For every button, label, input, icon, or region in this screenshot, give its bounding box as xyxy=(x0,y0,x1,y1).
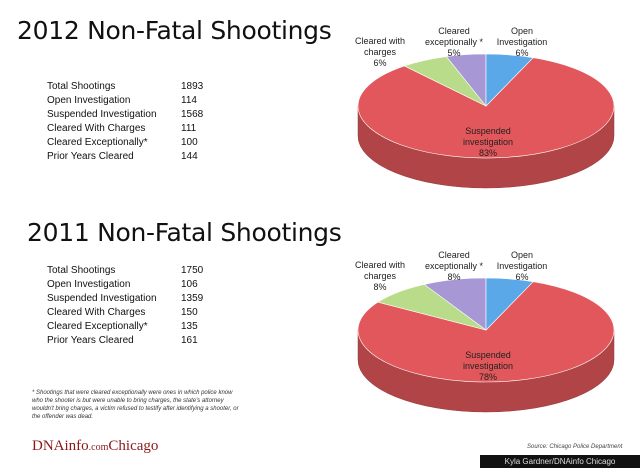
dnainfo-logo[interactable]: DNAinfo.comChicago xyxy=(32,438,158,455)
pie-slice-label: Cleared with xyxy=(355,260,405,270)
stats-row: Suspended Investigation 1359 xyxy=(47,292,203,306)
stats-label: Total Shootings xyxy=(47,81,116,92)
stats-label: Cleared With Charges xyxy=(47,123,146,134)
pie-slice-label: 6% xyxy=(515,272,528,282)
stats-label: Prior Years Cleared xyxy=(47,151,134,162)
stats-value: 144 xyxy=(181,151,198,162)
pie-slice-label: Cleared xyxy=(438,26,470,36)
stats-label: Cleared Exceptionally* xyxy=(47,137,148,148)
photo-credit: Kyla Gardner/DNAinfo Chicago xyxy=(480,455,640,468)
pie-slice-label: Cleared with xyxy=(355,36,405,46)
stats-label: Open Investigation xyxy=(47,95,131,106)
stats-label: Total Shootings xyxy=(47,265,116,276)
stats-label: Prior Years Cleared xyxy=(47,335,134,346)
stats-row: Cleared With Charges 111 xyxy=(47,122,203,136)
footnote: * Shootings that were cleared exceptiona… xyxy=(32,390,239,420)
pie-slice-label: 5% xyxy=(447,48,460,58)
chart-title-2012: 2012 Non-Fatal Shootings xyxy=(17,16,332,45)
stats-label: Cleared Exceptionally* xyxy=(47,321,148,332)
pie-slice-label: Open xyxy=(511,26,533,36)
stats-row: Suspended Investigation 1568 xyxy=(47,108,203,122)
stats-value: 100 xyxy=(181,137,198,148)
stats-label: Open Investigation xyxy=(47,279,131,290)
stats-label: Suspended Investigation xyxy=(47,109,157,120)
stats-value: 1893 xyxy=(181,81,204,92)
pie-slice-label: Suspended xyxy=(465,350,511,360)
pie-slice-label: 8% xyxy=(373,282,386,292)
source-note: Source: Chicago Police Department xyxy=(527,444,623,450)
stats-row: Open Investigation 106 xyxy=(47,278,203,292)
stats-value: 1750 xyxy=(181,265,204,276)
stats-label: Suspended Investigation xyxy=(47,293,157,304)
pie-slice-label: exceptionally * xyxy=(425,261,484,271)
logo-text-dnainfo: DNAinfo xyxy=(32,438,89,454)
pie-slice xyxy=(357,57,615,159)
stats-value: 161 xyxy=(181,335,198,346)
pie-slice-label: 6% xyxy=(515,48,528,58)
pie-slice-label: 6% xyxy=(373,58,386,68)
pie-slice xyxy=(485,53,534,107)
stats-row: Cleared With Charges 150 xyxy=(47,306,203,320)
pie-slice-label: Cleared xyxy=(438,250,470,260)
pie-slice-label: Open xyxy=(511,250,533,260)
stats-value: 1568 xyxy=(181,109,204,120)
stats-table-2012: Total Shootings 1893 Open Investigation 114… xyxy=(47,80,203,164)
stats-row: Cleared Exceptionally* 100 xyxy=(47,136,203,150)
pie-slice-label: Suspended xyxy=(465,126,511,136)
logo-text-chicago: Chicago xyxy=(108,438,159,454)
stats-value: 114 xyxy=(181,95,197,106)
pie-slice-label: exceptionally * xyxy=(425,37,484,47)
stats-row: Total Shootings 1893 xyxy=(47,80,203,94)
stats-row: Prior Years Cleared 161 xyxy=(47,334,203,348)
stats-value: 150 xyxy=(181,307,198,318)
logo-text-dotcom: .com xyxy=(88,442,109,453)
pie-slice-label: charges xyxy=(364,47,397,57)
pie-slice xyxy=(357,281,615,383)
stats-value: 1359 xyxy=(181,293,204,304)
pie-slice-label: Investigation xyxy=(497,37,548,47)
stats-row: Prior Years Cleared 144 xyxy=(47,150,203,164)
pie-slice-label: 8% xyxy=(447,272,460,282)
stats-row: Cleared Exceptionally* 135 xyxy=(47,320,203,334)
pie-slice-label: investigation xyxy=(463,361,513,371)
chart-title-2011: 2011 Non-Fatal Shootings xyxy=(27,218,342,247)
stats-value: 111 xyxy=(181,123,197,134)
pie-slice-label: Investigation xyxy=(497,261,548,271)
stats-value: 106 xyxy=(181,279,198,290)
pie-slice xyxy=(485,277,534,331)
pie-slice-label: 78% xyxy=(479,372,497,382)
pie-slice-label: charges xyxy=(364,271,397,281)
stats-row: Total Shootings 1750 xyxy=(47,264,203,278)
pie-slice-label: investigation xyxy=(463,137,513,147)
pie-slice-label: 83% xyxy=(479,148,497,158)
stats-value: 135 xyxy=(181,321,198,332)
stats-table-2011: Total Shootings 1750 Open Investigation 106… xyxy=(47,264,203,348)
stats-label: Cleared With Charges xyxy=(47,307,146,318)
stats-row: Open Investigation 114 xyxy=(47,94,203,108)
